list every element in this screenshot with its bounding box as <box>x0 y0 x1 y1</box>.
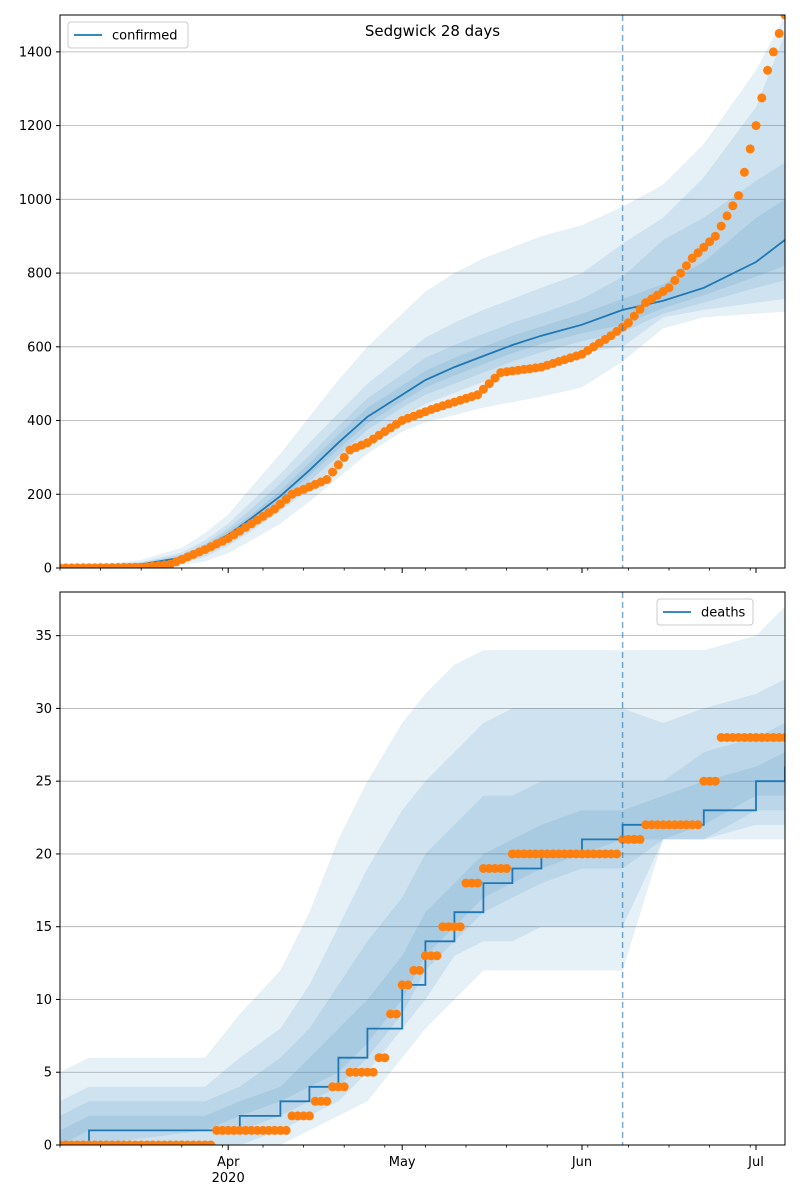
observed-point <box>681 261 691 271</box>
observed-point <box>757 93 767 103</box>
ytick-label: 0 <box>44 562 52 577</box>
observed-point <box>281 1125 291 1135</box>
observed-point <box>774 28 784 38</box>
observed-point <box>693 820 703 830</box>
observed-point <box>716 221 726 231</box>
observed-point <box>699 242 709 252</box>
confidence-band-2 <box>60 33 785 568</box>
confidence-band-2 <box>60 679 785 1145</box>
observed-point <box>612 849 622 859</box>
observed-point <box>739 167 749 177</box>
axes-frame <box>59 14 786 569</box>
confidence-band-1 <box>60 15 785 568</box>
legend-box <box>656 598 754 626</box>
observed-point <box>473 878 483 888</box>
ytick-label: 200 <box>27 488 52 503</box>
observed-point <box>780 15 785 20</box>
observed-point <box>502 864 512 873</box>
observed-point <box>780 733 785 742</box>
ytick-label: 1400 <box>19 45 52 60</box>
observed-point <box>763 65 773 75</box>
observed-point <box>734 191 744 201</box>
confidence-band-3 <box>60 723 785 1145</box>
chart-title: Sedgwick 28 days <box>365 22 500 40</box>
confidence-band-4 <box>60 752 785 1145</box>
observed-point <box>484 379 494 389</box>
xtick-label: Jun <box>571 1155 592 1170</box>
ytick-label: 25 <box>35 775 52 790</box>
observed-point <box>415 965 425 975</box>
confirmed-chart: 0 200 400 600 800 1000 1200 1400 Sedgwick 28 day… <box>19 14 786 577</box>
observed-point <box>728 201 738 211</box>
confidence-band-3 <box>60 162 785 568</box>
observed-point <box>339 1082 349 1092</box>
ytick-label: 5 <box>44 1066 52 1081</box>
confidence-band-4 <box>60 199 785 568</box>
legend-box <box>67 21 189 49</box>
ytick-label: 800 <box>27 267 52 282</box>
observed-point <box>455 922 465 932</box>
xtick-label: Apr <box>217 1155 240 1170</box>
xtick-label: Jul <box>747 1155 764 1170</box>
observed-point <box>322 1096 332 1106</box>
observed-point <box>745 144 755 154</box>
observed-point <box>635 304 645 314</box>
observed-point <box>339 452 349 462</box>
ytick-label: 10 <box>35 993 52 1008</box>
observed-point <box>705 237 715 247</box>
observed-point <box>322 475 332 484</box>
ytick-label: 1200 <box>19 119 52 134</box>
confidence-band-1 <box>60 606 785 1145</box>
ytick-label: 400 <box>27 414 52 429</box>
plot-area <box>60 15 785 568</box>
observed-point <box>328 467 338 477</box>
observed-point <box>304 1111 314 1121</box>
observed-point <box>722 211 732 221</box>
observed-point <box>403 980 413 990</box>
ytick-label: 1000 <box>19 193 52 208</box>
ytick-label: 30 <box>35 702 52 717</box>
observed-point <box>693 248 703 258</box>
ytick-label: 15 <box>35 920 52 935</box>
ytick-label: 20 <box>35 847 52 862</box>
observed-point <box>768 47 778 57</box>
plot-area <box>60 606 785 1145</box>
legend-label: deaths <box>701 606 746 621</box>
observed-point <box>368 1067 378 1077</box>
observed-point <box>664 283 674 293</box>
ytick-label: 35 <box>35 629 52 644</box>
ytick-label: 0 <box>44 1139 52 1154</box>
observed-point <box>623 318 633 328</box>
xaxis-year-label: 2020 <box>212 1171 245 1186</box>
observed-point <box>391 1009 401 1019</box>
observed-point <box>710 776 720 786</box>
observed-point <box>629 311 639 321</box>
observed-point <box>687 253 697 263</box>
observed-point <box>206 1140 216 1145</box>
observed-point <box>473 390 483 400</box>
observed-point <box>751 121 761 131</box>
legend: confirmed <box>67 21 189 49</box>
observed-point <box>710 231 720 241</box>
observed-point <box>635 834 645 844</box>
axes-frame <box>59 591 786 1146</box>
legend-label: confirmed <box>112 29 178 44</box>
observed-point <box>478 384 488 394</box>
observed-point <box>380 1053 390 1063</box>
observed-point <box>676 268 686 278</box>
legend: deaths <box>656 598 754 626</box>
xtick-label: May <box>389 1155 416 1170</box>
deaths-chart: 0 5 10 15 20 25 30 35 deaths Apr May Jun Jul 2020 <box>35 591 786 1186</box>
observed-point <box>490 373 500 383</box>
observed-point <box>670 275 680 285</box>
observed-point <box>432 951 442 961</box>
ytick-label: 600 <box>27 340 52 355</box>
observed-point <box>333 460 343 470</box>
